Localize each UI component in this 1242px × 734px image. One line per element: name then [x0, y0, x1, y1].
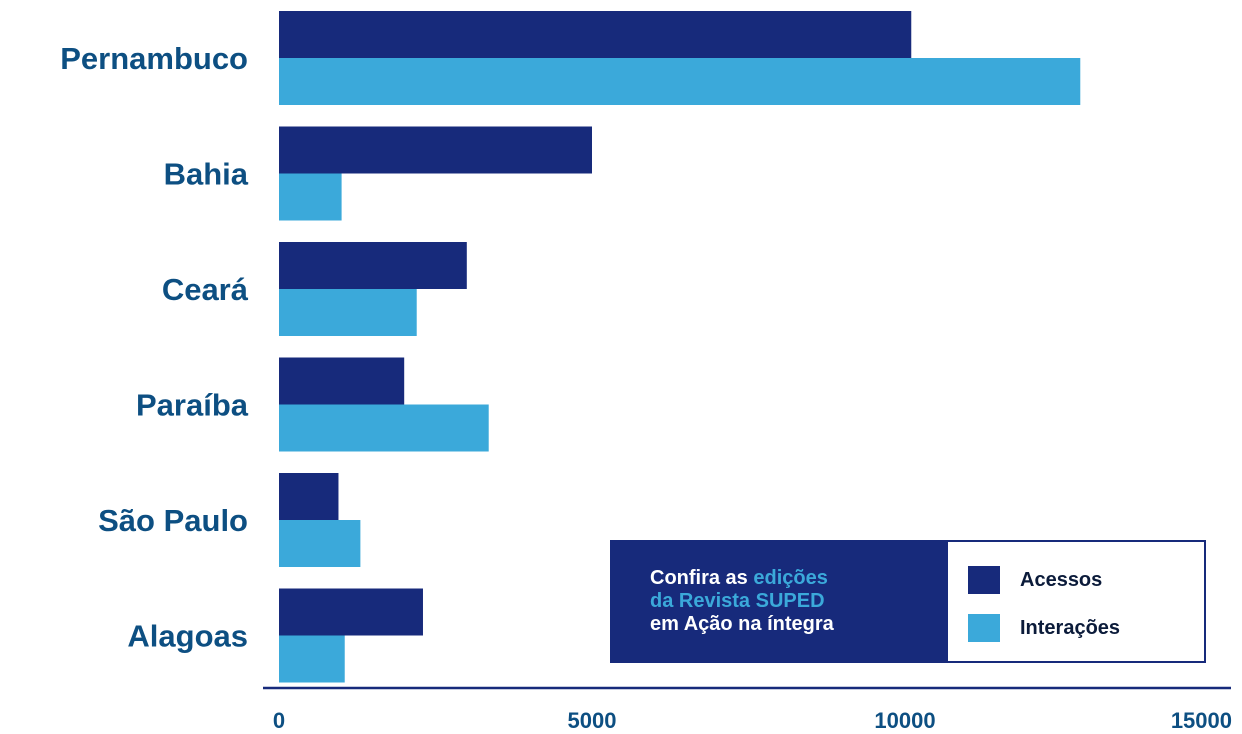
category-label: Alagoas	[127, 619, 248, 654]
category-labels: Pernambuco Bahia Ceará Paraíba São Paulo Alag…	[60, 41, 249, 654]
legend-item-interacoes: Interações	[968, 614, 1120, 642]
promo-line2-highlight[interactable]: da Revista SUPED	[650, 590, 825, 612]
category-label: Ceará	[162, 272, 249, 307]
bars-group	[279, 11, 1081, 683]
legend-label-acessos: Acessos	[1020, 568, 1103, 591]
bar-acessos-1	[279, 126, 592, 174]
promo-line1-highlight[interactable]: edições	[753, 567, 828, 589]
bar-interacoes-0	[279, 58, 1081, 105]
bar-acessos-4	[279, 473, 339, 520]
x-tick-label: 0	[273, 708, 285, 733]
bar-acessos-5	[279, 588, 423, 636]
bar-interacoes-1	[279, 173, 342, 221]
bar-interacoes-5	[279, 635, 345, 683]
legend-label-interacoes: Interações	[1020, 616, 1121, 639]
category-label: Bahia	[164, 157, 249, 192]
promo-line3-plain: em Ação na íntegra	[650, 613, 834, 635]
bar-interacoes-3	[279, 404, 489, 452]
category-label: São Paulo	[98, 503, 248, 538]
x-tick-labels: 0 5000 10000 15000	[273, 708, 1232, 733]
legend-promo-text[interactable]: Confira as edições da Revista SUPED em A…	[640, 567, 920, 636]
legend-promo-panel: Confira as edições da Revista SUPED em A…	[612, 542, 948, 661]
bar-acessos-0	[279, 11, 912, 58]
category-label: Pernambuco	[60, 41, 248, 76]
legend-swatch-interacoes	[968, 614, 1000, 642]
bar-acessos-3	[279, 357, 405, 405]
bar-interacoes-2	[279, 289, 417, 336]
category-label: Paraíba	[136, 388, 249, 423]
legend-swatch-acessos	[968, 566, 1000, 594]
bar-interacoes-4	[279, 520, 361, 567]
bar-acessos-2	[279, 242, 467, 289]
x-tick-label: 10000	[874, 708, 935, 733]
x-tick-label: 5000	[568, 708, 617, 733]
x-tick-label: 15000	[1171, 708, 1232, 733]
promo-line1-plain: Confira as	[650, 567, 754, 589]
legend-item-acessos: Acessos	[968, 566, 1102, 594]
legend: Confira as edições da Revista SUPED em A…	[610, 540, 1206, 663]
